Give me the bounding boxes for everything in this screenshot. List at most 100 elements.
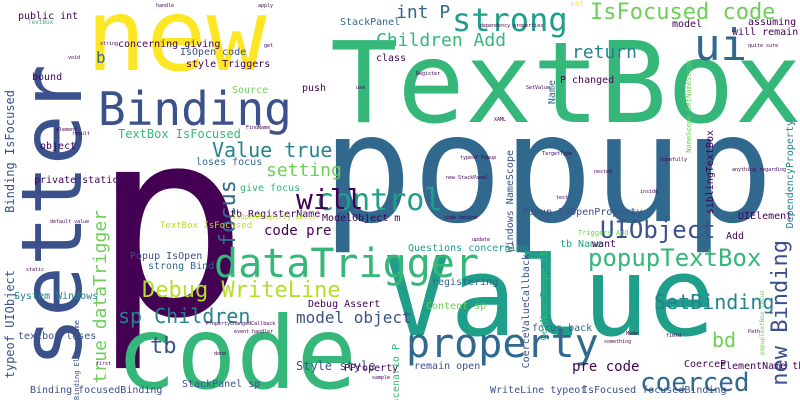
word-setvalue: SetValue [526, 85, 551, 91]
word-give-focus: give focus [240, 183, 301, 194]
word-datatrigger: dataTrigger [214, 241, 479, 287]
word-return: return [572, 42, 638, 63]
word-get: get [264, 43, 274, 49]
word-setbinding: SetBinding [654, 290, 775, 314]
word-nested: nested [594, 169, 613, 175]
word-handle: handle [156, 3, 175, 9]
word-coercevaluecallback: CoerceValueCallback [521, 254, 532, 369]
word-first: first [96, 361, 112, 367]
word-p-changed: P changed [560, 75, 615, 86]
word-bd: bd [712, 328, 737, 352]
word-tb-name: tb Name [560, 239, 603, 250]
word-push: push [302, 83, 327, 94]
word-new-stackpanel: new StackPanel [446, 175, 489, 181]
word-stackpanel: StackPanel [340, 17, 401, 28]
word-use: use [356, 85, 366, 91]
word-questions-concerning: Questions concerning [408, 243, 529, 254]
word-field: field [666, 333, 682, 339]
word-typeof-popup: typeof Popup [460, 155, 497, 161]
word-style-triggers: style Triggers [186, 59, 271, 70]
word-remain-open: remain open [414, 361, 481, 372]
word-value: Value [384, 233, 716, 361]
word-style-style: Style style [296, 359, 376, 373]
word-findname: FindName [246, 125, 271, 131]
word-object: object [40, 141, 77, 152]
word-strong-bind: strong Bind [148, 261, 215, 272]
word-pproperty: PProperty [344, 363, 399, 374]
word-apply: apply [258, 3, 274, 9]
word-b: b [96, 48, 106, 67]
word-focusedbinding-elementname: focusedBinding ElementName [73, 320, 81, 400]
word-test: test [556, 195, 569, 201]
word-private-static: private static [34, 175, 119, 186]
word-popup: popup [322, 83, 774, 257]
word-want: want [592, 239, 617, 250]
word-name: Name [547, 80, 558, 105]
word-uiobject: UIObject [600, 216, 716, 244]
word-value-true: Value true [212, 138, 333, 162]
word-static: static [26, 267, 45, 273]
word-sibling-textbox: siblingTextBox [705, 130, 716, 215]
word-loses-focus: loses focus [196, 157, 263, 168]
word-model: model [672, 19, 703, 30]
word-isopen-code: IsOpen code [180, 47, 247, 58]
word-target-type: TargetType [542, 151, 573, 157]
word-hopefully: hopefully [660, 157, 688, 163]
word-tb: tb [150, 334, 177, 359]
word-textbox-small: TextBox [28, 19, 54, 26]
word-textbox-loses: textbox loses [18, 331, 97, 342]
word-setting: setting [266, 160, 342, 181]
word-binding-isfocused: Binding IsFocused [3, 90, 17, 213]
word-add: Add [726, 231, 745, 242]
word-result: result [72, 131, 91, 137]
word-focus-back: focus back [532, 323, 593, 334]
word-uielement: UIElement [738, 211, 793, 222]
word-code-behind: code behind [444, 215, 478, 221]
word-xaml: XAML [494, 117, 507, 123]
word-code: code [116, 295, 357, 400]
word-stackpanel-sp: StackPanel sp [182, 379, 261, 390]
word-writeline-typeof: WriteLine typeof [490, 385, 587, 396]
word-property: property [406, 321, 599, 367]
word-sample: sample [372, 375, 391, 381]
word-string: string [100, 41, 119, 47]
word-dependency-properties: dependency properties [480, 23, 544, 29]
word-isopenproperty-setter: IsOpenProperty setter [232, 213, 321, 221]
word-will-remain: will remain [732, 27, 799, 38]
word-element: element [56, 127, 78, 133]
word-mode: Mode [626, 331, 639, 337]
word-event-handler: event handler [234, 329, 274, 335]
word-anything-regarding: anything regarding [732, 167, 787, 173]
word-debug-assert: Debug Assert [308, 299, 381, 310]
word-isfocused-focusedbinding: IsFocused focusedBinding [582, 385, 727, 396]
word-done: done [214, 351, 227, 357]
word-something: something [604, 339, 632, 345]
word-getnamescope-tb: GetNameScope tb [539, 250, 550, 341]
word-code-pre: code pre [264, 223, 332, 239]
word-debug-writeline: Debug WriteLine [142, 278, 341, 303]
word-update: update [472, 237, 491, 243]
word-control: control [316, 183, 443, 218]
word-modelobject-m: ModelObject m [322, 213, 401, 224]
word-popuptextbox: popupTextBox [588, 244, 762, 272]
word-property-changed: PropertyChangedCallback [206, 321, 276, 327]
word-system-windows: System Windows [14, 291, 99, 302]
word-triggers-add: Triggers Add [578, 229, 629, 237]
word-work: work [146, 183, 159, 189]
word-p: p [92, 74, 249, 376]
word-registering: registering [432, 277, 499, 288]
word-scenario-p: scenario P [391, 344, 402, 400]
word-concerning-giving: concerning giving [118, 39, 221, 50]
word-textbox-isfocused-pink: TextBox IsFocused [160, 221, 253, 231]
word-isfocused-code: IsFocused code [590, 0, 776, 25]
word-register: Register [416, 71, 441, 77]
word-model-object: model object [296, 308, 412, 327]
word-assuming: assuming [748, 17, 797, 28]
word-coerced: coerced [640, 368, 750, 398]
word-new: new [86, 0, 267, 94]
word-textbox: TextBox [330, 19, 800, 149]
word-quite-sure: quite sure [748, 43, 779, 49]
word-strong: strong [452, 1, 568, 39]
word-inside: inside [640, 189, 659, 195]
word-windows-namescope: Windows NameScope [505, 150, 516, 253]
